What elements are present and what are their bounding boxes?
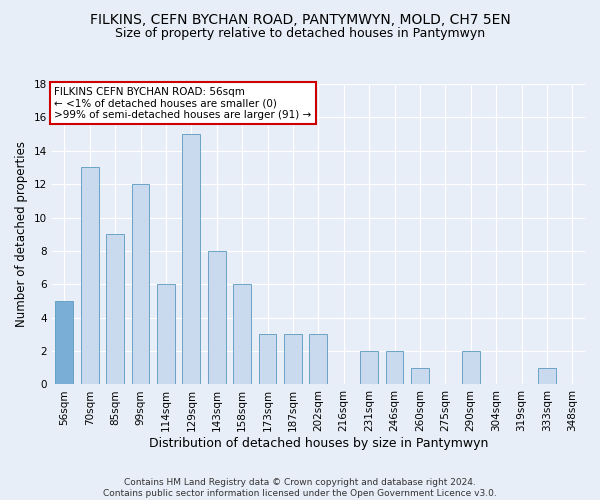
Bar (182, 134, 200, 384)
Bar (538, 368, 556, 384)
Bar (157, 284, 175, 384)
Bar (386, 351, 403, 384)
Bar (131, 184, 149, 384)
Bar (259, 334, 277, 384)
Bar (284, 334, 302, 384)
Bar (81, 168, 98, 384)
Bar (411, 368, 429, 384)
Bar (106, 234, 124, 384)
Bar (310, 334, 327, 384)
Bar (360, 351, 378, 384)
Text: Contains HM Land Registry data © Crown copyright and database right 2024.
Contai: Contains HM Land Registry data © Crown c… (103, 478, 497, 498)
Bar (55, 301, 73, 384)
Y-axis label: Number of detached properties: Number of detached properties (15, 141, 28, 327)
X-axis label: Distribution of detached houses by size in Pantymwyn: Distribution of detached houses by size … (149, 437, 488, 450)
Bar (462, 351, 479, 384)
Bar (233, 284, 251, 384)
Text: Size of property relative to detached houses in Pantymwyn: Size of property relative to detached ho… (115, 28, 485, 40)
Text: FILKINS CEFN BYCHAN ROAD: 56sqm
← <1% of detached houses are smaller (0)
>99% of: FILKINS CEFN BYCHAN ROAD: 56sqm ← <1% of… (54, 86, 311, 120)
Text: FILKINS, CEFN BYCHAN ROAD, PANTYMWYN, MOLD, CH7 5EN: FILKINS, CEFN BYCHAN ROAD, PANTYMWYN, MO… (89, 12, 511, 26)
Bar (208, 251, 226, 384)
